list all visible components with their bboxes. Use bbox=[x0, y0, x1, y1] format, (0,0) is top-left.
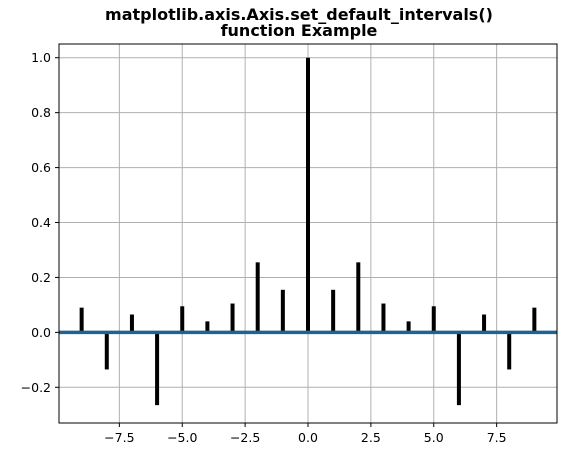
x-axis-ticks: −7.5 −5.0 −2.5 0.0 2.5 5.0 7.5 bbox=[104, 423, 507, 445]
chart-title-line-2: function Example bbox=[221, 21, 378, 40]
bar bbox=[431, 306, 436, 333]
x-tick-label: 7.5 bbox=[487, 430, 507, 445]
bar bbox=[205, 321, 210, 333]
x-tick-label: −2.5 bbox=[230, 430, 260, 445]
bar bbox=[381, 303, 386, 333]
bar bbox=[230, 303, 235, 333]
x-tick-label: −5.0 bbox=[167, 430, 197, 445]
y-tick-label: 0.8 bbox=[31, 105, 51, 120]
bar bbox=[532, 307, 537, 333]
bar bbox=[255, 262, 260, 333]
bars bbox=[79, 57, 537, 406]
x-tick-label: 5.0 bbox=[424, 430, 444, 445]
bar bbox=[155, 332, 160, 406]
bar bbox=[280, 289, 285, 333]
bar bbox=[406, 321, 411, 333]
bar bbox=[507, 332, 512, 370]
chart-title-line-1: matplotlib.axis.Axis.set_default_interva… bbox=[105, 5, 493, 24]
x-tick-label: −7.5 bbox=[104, 430, 134, 445]
x-tick-label: 2.5 bbox=[361, 430, 381, 445]
y-tick-label: 0.0 bbox=[31, 325, 51, 340]
x-tick-label: 0.0 bbox=[298, 430, 318, 445]
bar bbox=[331, 289, 336, 333]
y-tick-label: −0.2 bbox=[21, 380, 51, 395]
bar bbox=[456, 332, 461, 406]
y-axis-ticks: −0.2 0.0 0.2 0.4 0.6 0.8 1.0 bbox=[21, 50, 59, 395]
bar bbox=[79, 307, 84, 333]
bar bbox=[129, 314, 134, 333]
bar bbox=[482, 314, 487, 333]
bar bbox=[306, 57, 310, 333]
y-tick-label: 0.4 bbox=[31, 215, 51, 230]
y-tick-label: 1.0 bbox=[31, 50, 51, 65]
y-tick-label: 0.2 bbox=[31, 270, 51, 285]
bar bbox=[180, 306, 185, 333]
bar bbox=[104, 332, 109, 370]
bar bbox=[356, 262, 361, 333]
y-tick-label: 0.6 bbox=[31, 160, 51, 175]
